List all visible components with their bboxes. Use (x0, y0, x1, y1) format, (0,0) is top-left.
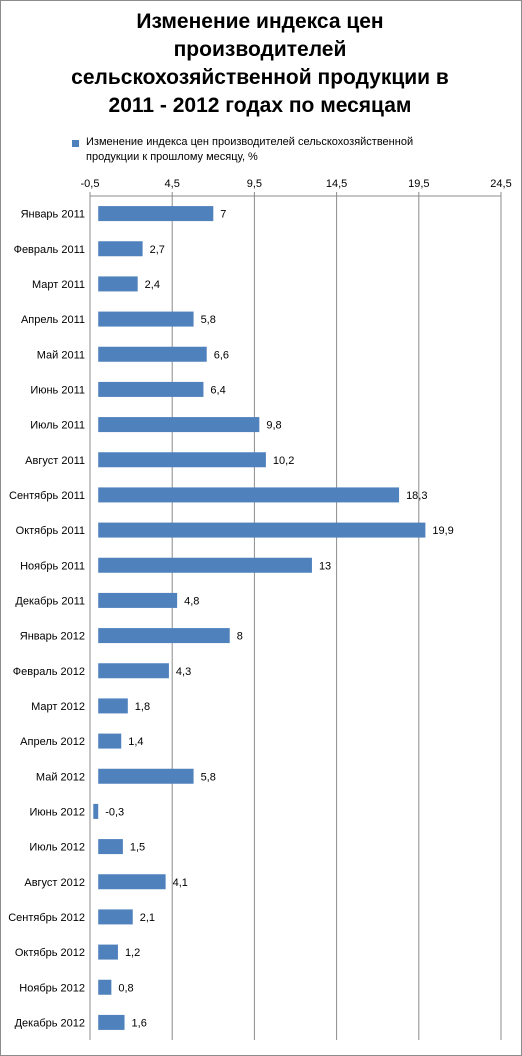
data-label: -0,3 (105, 806, 124, 818)
data-label: 2,1 (140, 912, 155, 924)
bar (98, 311, 194, 327)
bar (98, 979, 112, 995)
x-tick-label: 4,5 (165, 178, 180, 190)
data-label: 2,4 (145, 279, 160, 291)
bar (98, 557, 312, 573)
x-tick-label: 24,5 (490, 178, 511, 190)
bar (98, 733, 122, 749)
data-label: 4,3 (176, 666, 191, 678)
x-tick-label: -0,5 (81, 178, 100, 190)
data-label: 10,2 (273, 455, 294, 467)
data-label: 9,8 (266, 420, 281, 432)
bar (98, 522, 426, 538)
category-label: Сентябрь 2012 (8, 912, 85, 924)
legend-label: Изменение индекса цен производителей сел… (86, 136, 414, 163)
data-label: 2,7 (150, 244, 165, 256)
data-label: 5,8 (201, 771, 216, 783)
data-label: 7 (220, 209, 226, 221)
bar (98, 276, 138, 292)
data-label: 5,8 (201, 314, 216, 326)
category-label: Январь 2011 (21, 209, 85, 221)
bar (98, 487, 400, 503)
x-tick-label: 9,5 (247, 178, 262, 190)
category-label: Апрель 2012 (20, 736, 85, 748)
data-label: 4,1 (173, 877, 188, 889)
category-label: Февраль 2012 (13, 666, 85, 678)
data-label: 6,6 (214, 349, 229, 361)
category-label: Ноябрь 2011 (20, 560, 85, 572)
category-label: Февраль 2011 (14, 244, 85, 256)
bar (98, 768, 194, 784)
data-label: 1,6 (132, 1017, 147, 1029)
bar (98, 206, 214, 222)
bar (98, 241, 143, 257)
category-label: Октябрь 2012 (15, 947, 85, 959)
category-label: Сентябрь 2011 (9, 490, 85, 502)
category-label: Июль 2012 (29, 842, 85, 854)
category-label: Июль 2011 (30, 420, 85, 432)
category-label: Январь 2012 (20, 631, 85, 643)
category-label: Декабрь 2012 (15, 1017, 85, 1029)
category-label: Апрель 2011 (21, 314, 85, 326)
category-label: Август 2012 (24, 877, 85, 889)
chart-title: Изменение индекса цен производителей сел… (71, 10, 449, 117)
data-label: 8 (237, 631, 243, 643)
data-label: 19,9 (432, 525, 453, 537)
bar (98, 909, 133, 925)
bar (98, 628, 230, 644)
bar (98, 1014, 125, 1030)
category-label: Май 2011 (37, 349, 85, 361)
data-label: 1,8 (135, 701, 150, 713)
category-label: Июнь 2012 (30, 806, 86, 818)
data-label: 13 (319, 560, 331, 572)
bar (98, 663, 169, 679)
category-label: Июнь 2011 (30, 384, 85, 396)
bar (98, 381, 204, 397)
x-tick-label: 19,5 (408, 178, 429, 190)
data-label: 4,8 (184, 595, 199, 607)
bar (98, 452, 266, 468)
category-label: Август 2011 (25, 455, 85, 467)
category-label: Май 2012 (36, 771, 85, 783)
category-label: Март 2011 (32, 279, 85, 291)
category-label: Декабрь 2011 (15, 595, 85, 607)
data-label: 1,4 (128, 736, 143, 748)
bar (98, 417, 260, 433)
data-label: 0,8 (118, 982, 133, 994)
bar (93, 803, 99, 819)
data-label: 1,5 (130, 842, 145, 854)
data-label: 6,4 (210, 384, 225, 396)
category-label: Октябрь 2011 (16, 525, 85, 537)
bar (98, 839, 123, 855)
x-tick-label: 14,5 (326, 178, 347, 190)
bar (98, 592, 178, 608)
bar (98, 944, 118, 960)
bar (98, 346, 207, 362)
data-label: 18,3 (406, 490, 427, 502)
category-label: Март 2012 (31, 701, 85, 713)
legend-swatch (72, 140, 79, 147)
bar (98, 874, 166, 890)
bar (98, 698, 128, 714)
category-label: Ноябрь 2012 (19, 982, 85, 994)
data-label: 1,2 (125, 947, 140, 959)
